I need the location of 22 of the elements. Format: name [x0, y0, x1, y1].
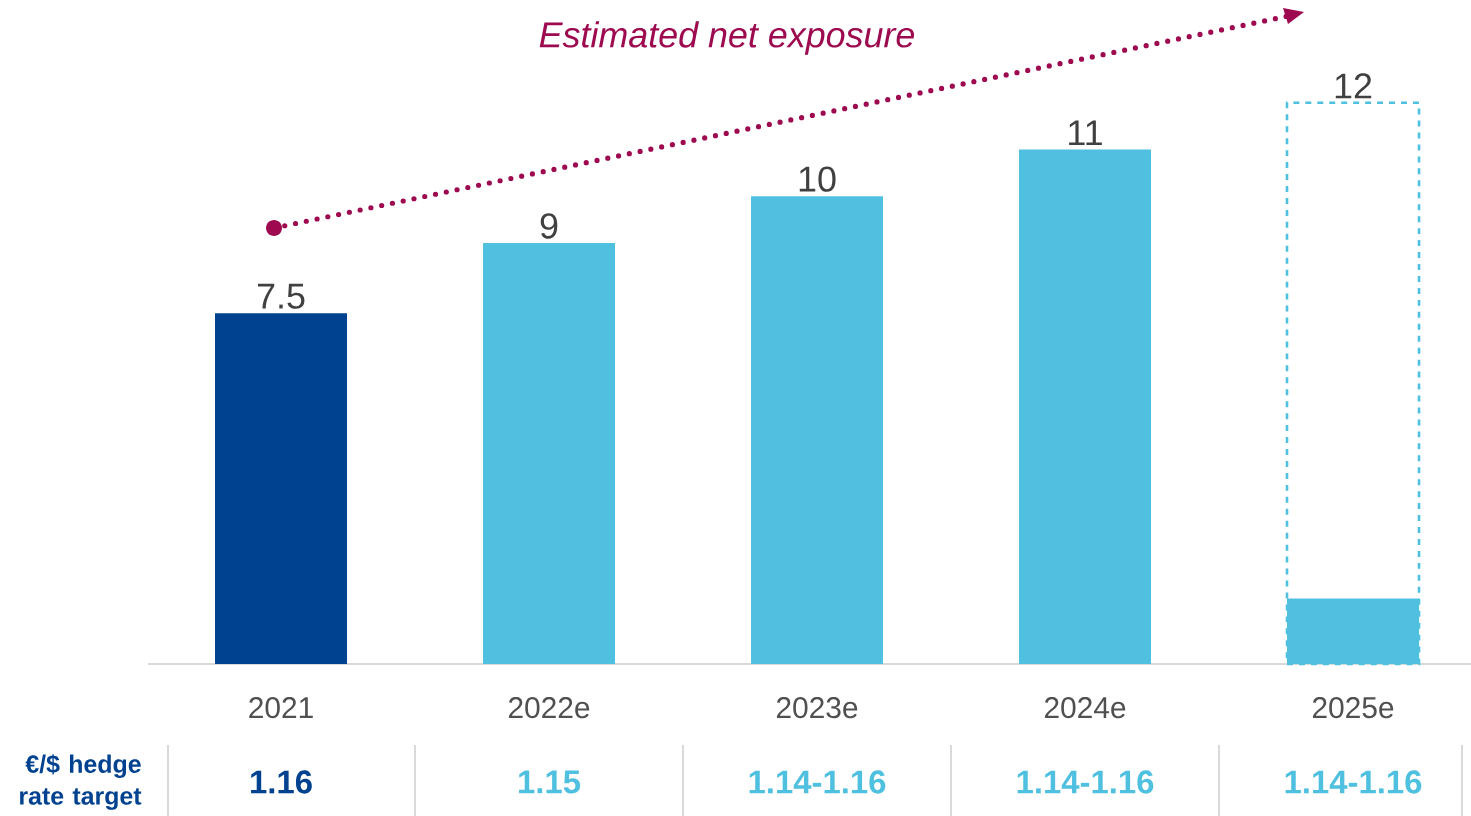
text: Estimated net exposure	[539, 21, 915, 55]
text: 1.14-1.16	[1017, 770, 1154, 794]
data-label: 7.5	[257, 283, 305, 309]
data-label: 11	[1069, 120, 1102, 146]
bar	[751, 196, 884, 665]
data-label: 9	[540, 213, 558, 239]
x-tick-label: 2024e	[1044, 697, 1126, 719]
text: 1.14-1.16	[1285, 770, 1422, 794]
bar	[483, 243, 616, 665]
data-label: 12	[1335, 73, 1372, 99]
bar	[1019, 149, 1152, 665]
x-tick-label: 2023e	[776, 697, 858, 719]
text: 1.15	[519, 770, 581, 794]
text: 1.16	[251, 770, 312, 794]
x-tick-label: 2025e	[1312, 697, 1394, 719]
data-label: 10	[799, 166, 836, 192]
bar	[215, 313, 348, 665]
text: €/$ hedge rate target	[20, 754, 142, 810]
x-tick-label: 2021	[249, 697, 313, 719]
text: 1.14-1.16	[749, 770, 886, 794]
x-tick-label: 2022e	[508, 697, 590, 719]
bar	[1285, 101, 1421, 666]
